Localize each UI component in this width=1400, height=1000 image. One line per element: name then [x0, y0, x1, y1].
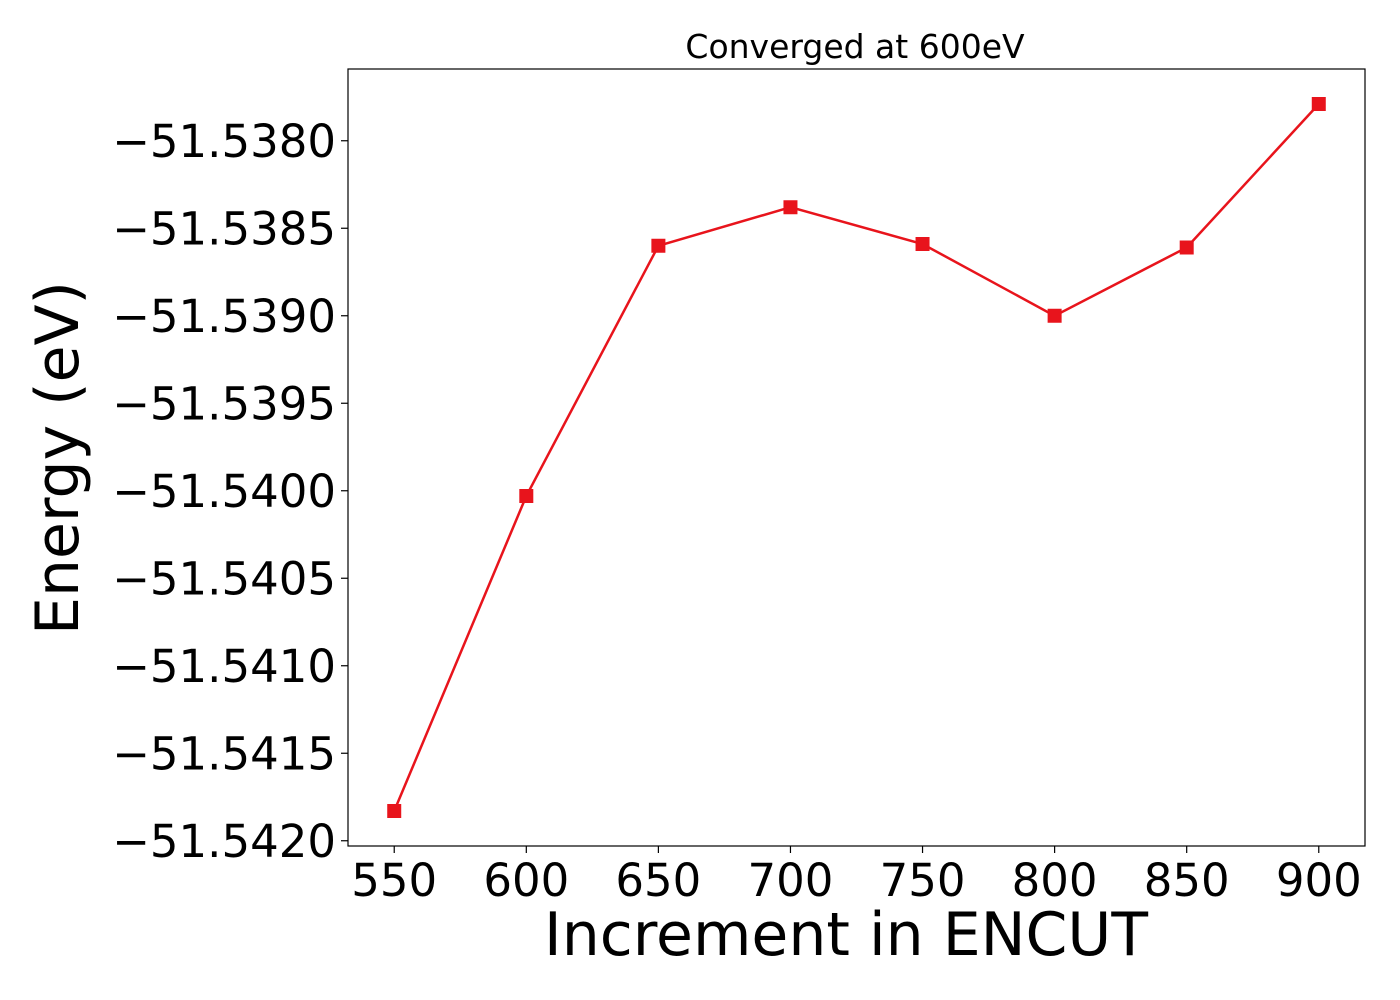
x-tick-label: 900 [1276, 854, 1362, 907]
x-tick-label: 650 [615, 854, 701, 907]
data-point-marker [651, 238, 666, 253]
y-tick-label: −51.5405 [112, 552, 336, 605]
y-tick-label: −51.5380 [112, 115, 336, 168]
data-point-marker [915, 237, 930, 251]
y-tick-label: −51.5390 [112, 290, 336, 343]
data-point-marker [783, 200, 798, 215]
x-tick-label: 750 [880, 854, 966, 907]
y-tick-label: −51.5385 [112, 202, 336, 255]
data-point-marker [1311, 97, 1326, 111]
y-tick-label: −51.5395 [112, 377, 336, 430]
x-tick-label: 800 [1012, 854, 1098, 907]
data-point-marker [519, 489, 534, 503]
plot-area: 550 600 650 700 750 800 850 900 −51.5380 −51.5385… [112, 68, 1366, 907]
data-point-marker [1047, 308, 1062, 323]
y-tick-label: −51.5420 [112, 815, 336, 868]
x-axis-label: Increment in ENCUT [544, 900, 1148, 970]
y-tick-label: −51.5410 [112, 640, 336, 693]
y-tick-label: −51.5400 [112, 465, 336, 518]
x-tick-label: 550 [351, 854, 437, 907]
chart-title: Converged at 600eV [685, 27, 1025, 66]
x-tick-label: 850 [1144, 854, 1230, 907]
data-point-marker [387, 804, 402, 818]
y-tick-label: −51.5415 [112, 727, 336, 780]
x-tick-label: 600 [483, 854, 569, 907]
data-point-marker [1179, 240, 1194, 255]
x-tick-label: 700 [748, 854, 834, 907]
axes-frame [347, 68, 1366, 847]
series-line [393, 103, 1320, 812]
y-axis-label: Energy (eV) [23, 281, 93, 635]
